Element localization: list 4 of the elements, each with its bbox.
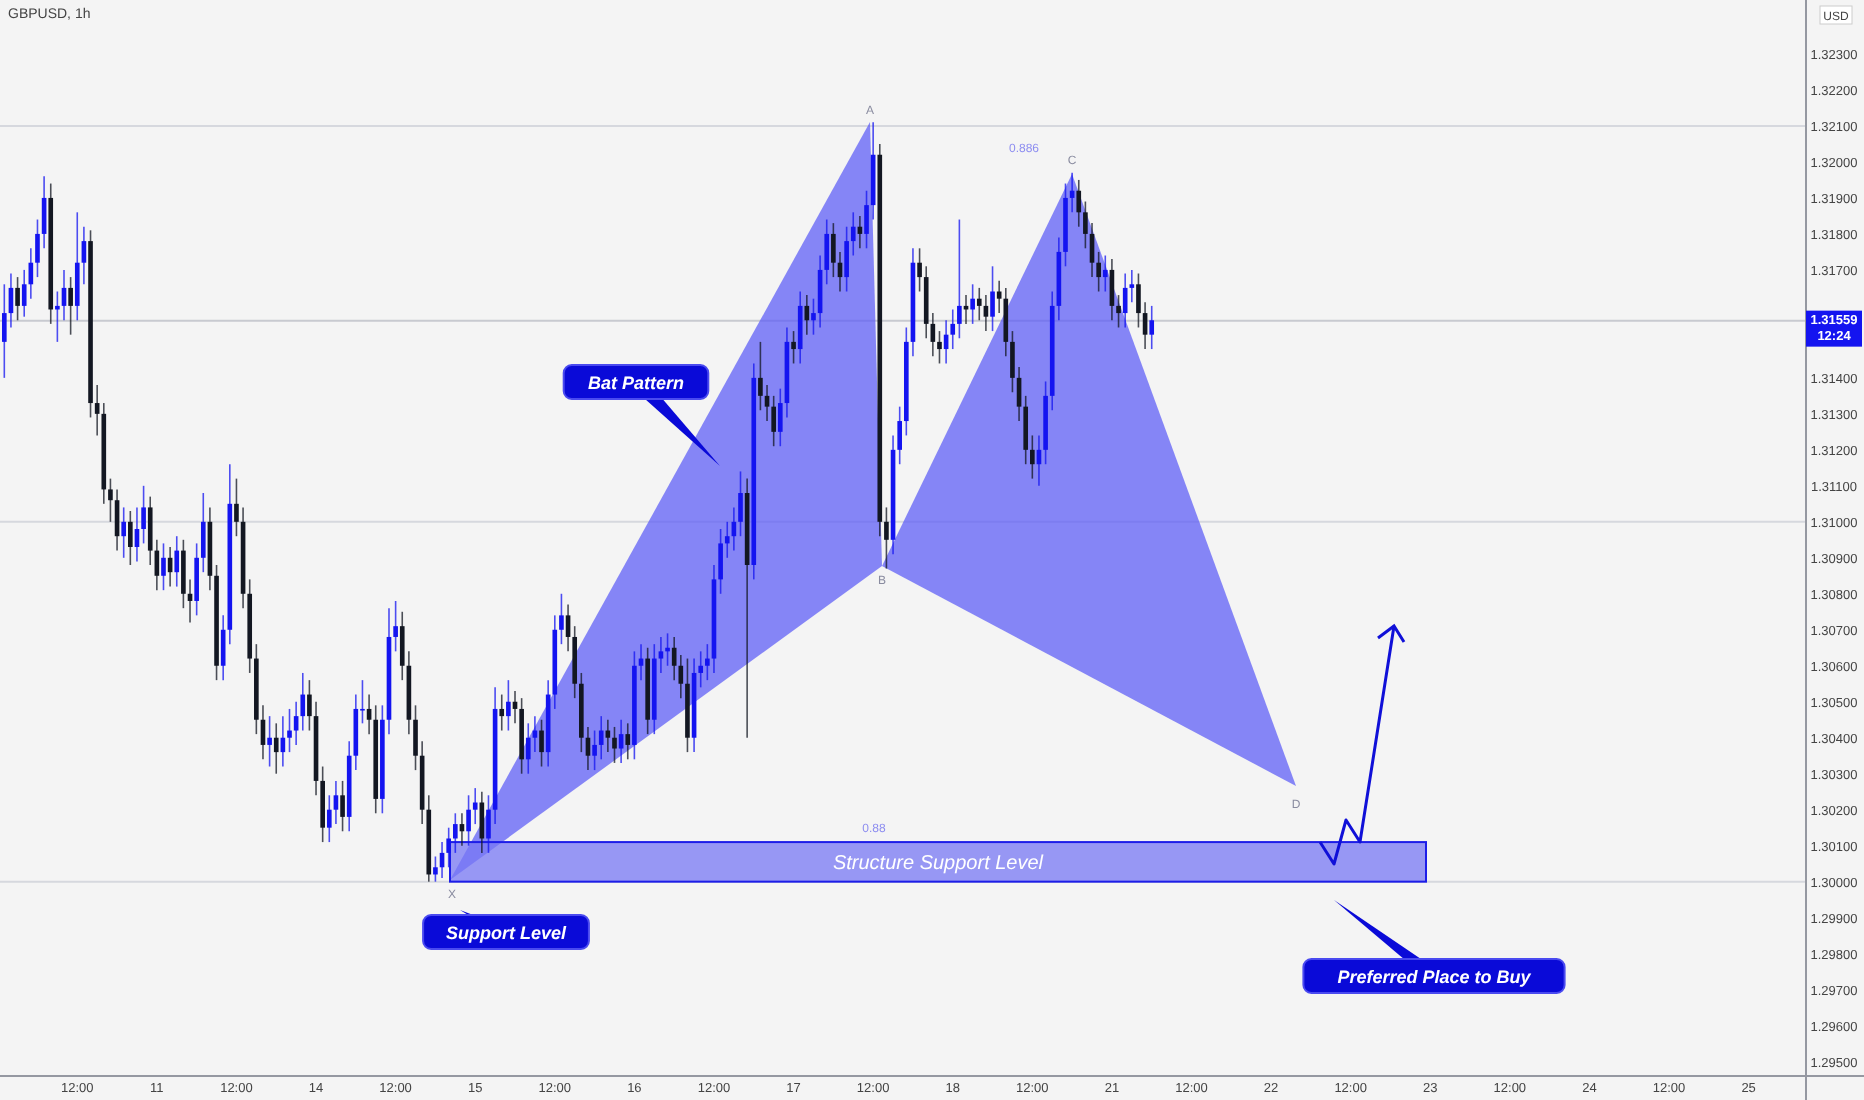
annotation: Support Level	[445, 923, 567, 943]
annotation: Preferred Place to Buy	[1337, 967, 1533, 987]
band-label: Structure Support Level	[832, 852, 1045, 875]
annotation: Bat Pattern	[587, 373, 686, 393]
